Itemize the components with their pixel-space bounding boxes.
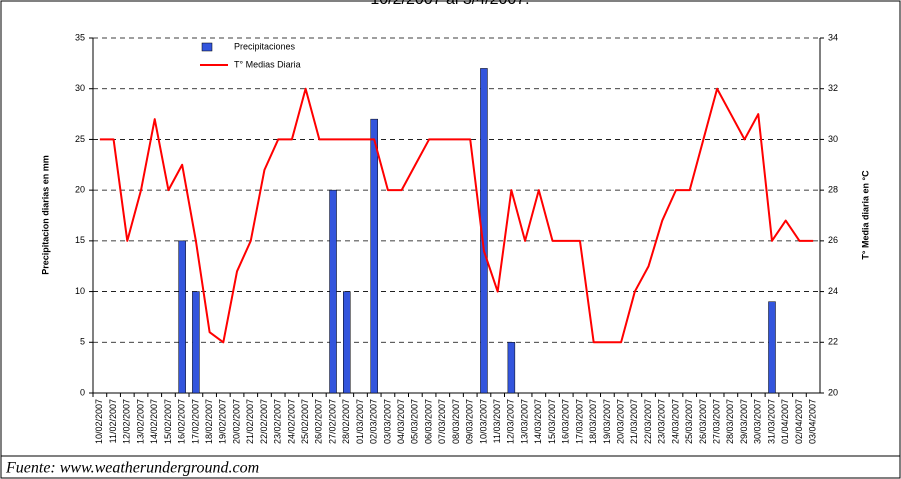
y-tick-label: 15 [75,235,85,245]
bar [768,301,776,394]
x-tick-label: 14/03/2007 [533,399,543,444]
y-tick-label: 10 [75,286,85,296]
x-tick-label: 21/03/2007 [629,399,639,444]
x-tick-label: 26/03/2007 [698,399,708,444]
y2-tick-label: 28 [828,185,838,195]
x-tick-label: 22/02/2007 [259,399,269,444]
x-tick-label: 22/03/2007 [643,399,653,444]
y-tick-label: 0 [80,387,85,397]
x-tick-label: 12/03/2007 [506,399,516,444]
x-tick-label: 11/03/2007 [492,399,502,443]
x-tick-label: 28/03/2007 [725,399,735,444]
x-tick-label: 19/03/2007 [602,399,612,444]
x-tick-label: 04/03/2007 [396,399,406,444]
x-tick-label: 01/04/2007 [780,399,790,444]
x-tick-label: 25/02/2007 [300,399,310,444]
bar [178,240,186,394]
y-axis-label: Precipitacion diarias en mm [40,155,50,275]
y2-axis-label: T° Media diaria en °C [860,170,870,260]
x-tick-label: 02/03/2007 [369,399,379,444]
bar [370,118,378,394]
y2-tick-label: 20 [828,387,838,397]
x-tick-label: 20/02/2007 [231,399,241,444]
x-tick-label: 26/02/2007 [314,399,324,444]
x-tick-label: 02/04/2007 [794,399,804,444]
x-tick-label: 18/02/2007 [204,399,214,444]
source: Fuente: www.weatherunderground.com [5,460,259,477]
x-tick-label: 23/02/2007 [273,399,283,444]
bar [192,291,200,394]
x-tick-label: 07/03/2007 [437,399,447,444]
bar [343,291,351,394]
x-tick-label: 13/03/2007 [519,399,529,444]
x-tick-label: 13/02/2007 [135,399,145,444]
legend-swatch [201,42,213,52]
y2-tick-label: 22 [828,337,838,347]
y2-tick-label: 30 [828,134,838,144]
x-tick-label: 01/03/2007 [355,399,365,444]
x-tick-label: 08/03/2007 [451,399,461,444]
x-tick-label: 25/03/2007 [684,399,694,444]
bar [507,342,516,394]
x-tick-label: 21/02/2007 [245,399,255,444]
x-tick-label: 12/02/2007 [122,399,132,444]
x-tick-label: 15/02/2007 [163,399,173,444]
chart-title: 10/2/2007 al 3/4/2007. [370,0,529,8]
y2-tick-label: 34 [828,32,838,42]
bar [329,189,337,394]
legend-label: Precipitaciones [234,41,296,51]
x-tick-label: 09/03/2007 [465,399,475,444]
y-tick-label: 5 [80,337,85,347]
x-tick-label: 16/03/2007 [561,399,571,444]
x-tick-label: 05/03/2007 [410,399,420,444]
x-tick-label: 20/03/2007 [615,399,625,444]
y-tick-label: 20 [75,185,85,195]
x-tick-label: 14/02/2007 [149,399,159,444]
y-tick-label: 30 [75,83,85,93]
x-tick-label: 30/03/2007 [753,399,763,444]
y-tick-label: 35 [75,32,85,42]
x-tick-label: 24/02/2007 [286,399,296,444]
x-tick-label: 27/03/2007 [711,399,721,444]
y2-tick-label: 32 [828,83,838,93]
line [99,87,814,344]
x-tick-label: 03/03/2007 [382,399,392,444]
x-tick-label: 19/02/2007 [218,399,228,444]
x-tick-label: 23/03/2007 [657,399,667,444]
x-tick-label: 06/03/2007 [423,399,433,444]
x-tick-label: 10/03/2007 [478,399,488,444]
x-tick-label: 24/03/2007 [670,399,680,444]
x-tick-label: 27/02/2007 [327,399,337,444]
x-tick-label: 17/03/2007 [574,399,584,444]
x-tick-label: 16/02/2007 [177,399,187,444]
x-tick-label: 18/03/2007 [588,399,598,444]
x-tick-label: 11/02/2007 [108,399,118,443]
x-tick-label: 10/02/2007 [94,399,104,444]
legend-label: T° Medias Diaria [234,59,301,69]
x-tick-label: 31/03/2007 [766,399,776,444]
x-tick-label: 15/03/2007 [547,399,557,444]
x-tick-label: 29/03/2007 [739,399,749,444]
x-tick-label: 17/02/2007 [190,399,200,444]
x-tick-label: 28/02/2007 [341,399,351,444]
y2-tick-label: 24 [828,286,838,296]
y-tick-label: 25 [75,134,85,144]
y2-tick-label: 26 [828,235,838,245]
x-tick-label: 03/04/2007 [808,399,818,444]
